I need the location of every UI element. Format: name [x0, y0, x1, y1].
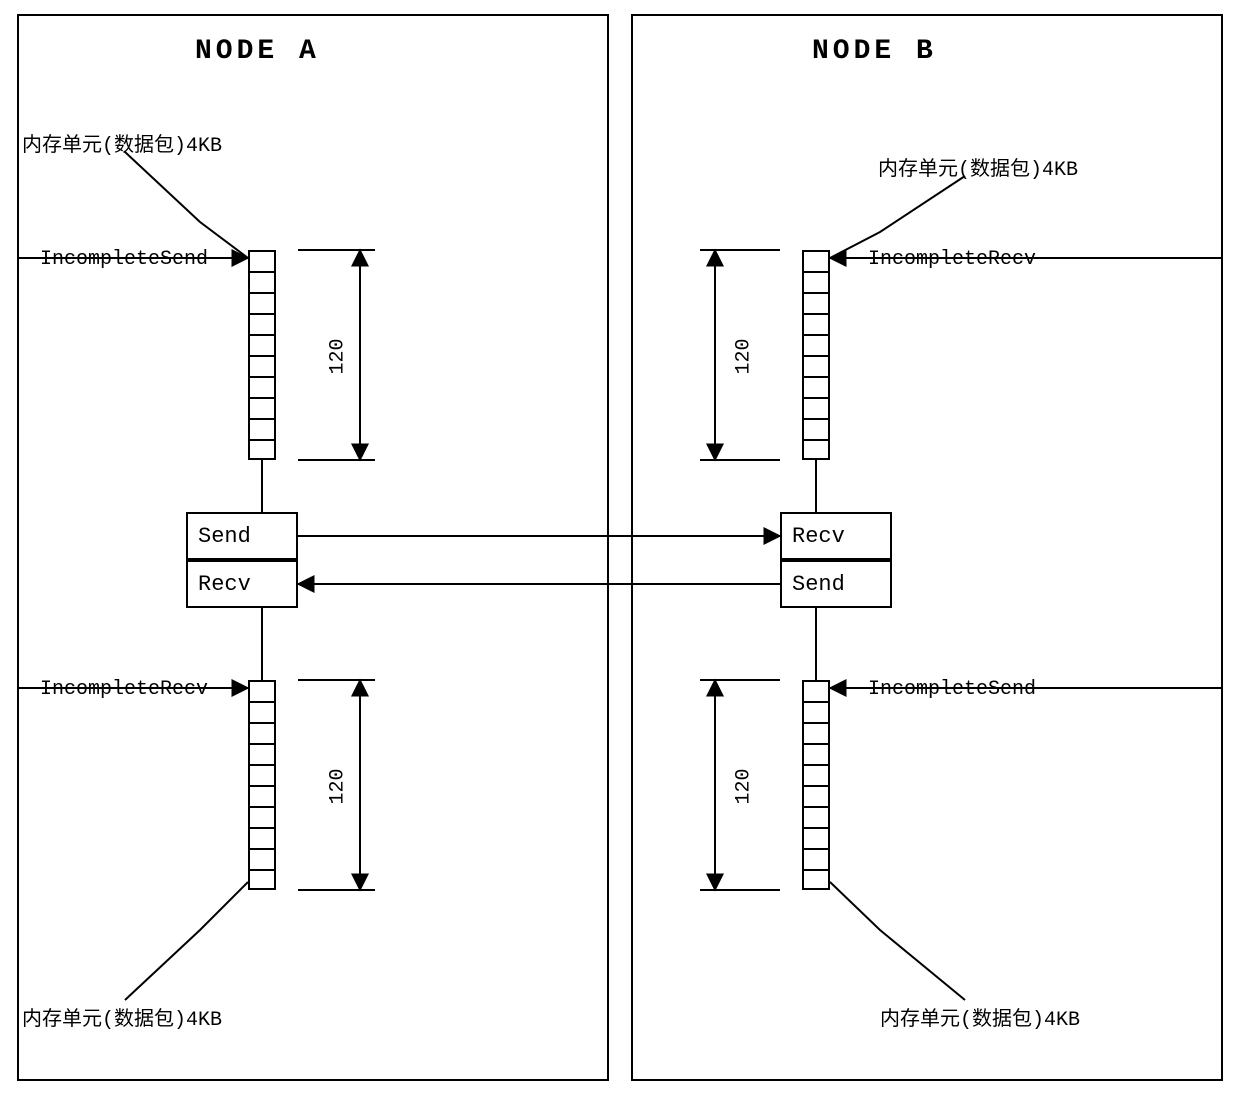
dim-a-bottom: 120: [327, 768, 350, 804]
node-a-title: NODE A: [195, 36, 320, 67]
node-a-recv-box: Recv: [186, 560, 298, 608]
label-a-inc-recv: IncompleteRecv: [40, 678, 208, 701]
stack-a-bottom: [248, 680, 276, 890]
dim-b-top: 120: [733, 338, 756, 374]
node-b-recv-box: Recv: [780, 512, 892, 560]
stack-b-bottom: [802, 680, 830, 890]
node-a-box: [17, 14, 609, 1081]
diagram-root: NODE A NODE B Send Recv Recv Send: [0, 0, 1240, 1097]
label-a-mem-bottom: 内存单元(数据包)4KB: [22, 1002, 222, 1032]
dim-b-bottom: 120: [733, 768, 756, 804]
node-b-title: NODE B: [812, 36, 937, 67]
stack-a-top: [248, 250, 276, 460]
node-a-send-box: Send: [186, 512, 298, 560]
node-b-send-box: Send: [780, 560, 892, 608]
dim-a-top: 120: [327, 338, 350, 374]
label-b-mem-bottom: 内存单元(数据包)4KB: [880, 1002, 1080, 1032]
label-b-inc-send: IncompleteSend: [868, 678, 1036, 701]
label-a-mem-top: 内存单元(数据包)4KB: [22, 128, 222, 158]
stack-b-top: [802, 250, 830, 460]
label-b-mem-top: 内存单元(数据包)4KB: [878, 152, 1078, 182]
label-a-inc-send: IncompleteSend: [40, 248, 208, 271]
label-b-inc-recv: IncompleteRecv: [868, 248, 1036, 271]
